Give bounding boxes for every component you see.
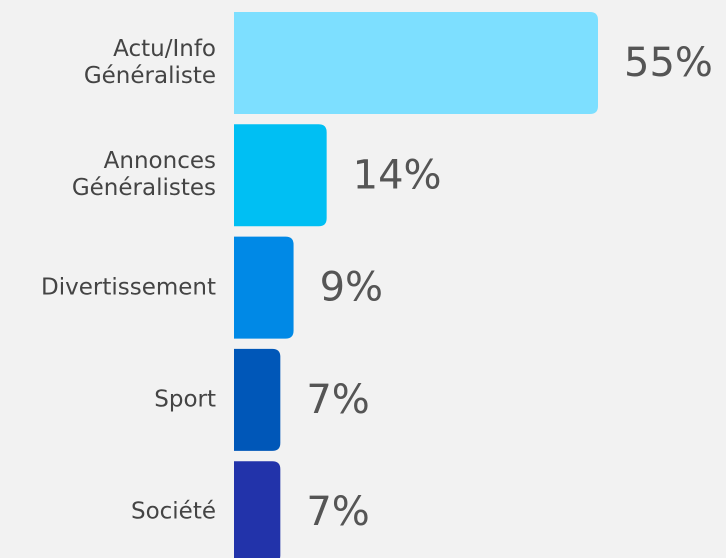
bar [234, 348, 281, 451]
value-label: 55% [624, 40, 713, 86]
value-label: 7% [306, 489, 369, 535]
category-label: Annonces Généralistes [0, 148, 216, 202]
category-label: Société [0, 499, 216, 526]
category-label: Actu/Info Généraliste [0, 36, 216, 90]
value-label: 7% [306, 377, 369, 423]
bar [234, 124, 327, 227]
category-text: Divertissement [41, 274, 216, 301]
bar [234, 12, 598, 114]
category-label: Sport [0, 386, 216, 413]
category-text: Société [130, 498, 216, 525]
category-text: Sport [154, 386, 216, 413]
bar [234, 236, 294, 339]
bar [234, 461, 281, 558]
category-text: Actu/Info Généraliste [83, 36, 216, 89]
category-label: Divertissement [0, 274, 216, 301]
value-label: 14% [353, 152, 442, 198]
value-label: 9% [320, 265, 383, 311]
category-text: Annonces Généralistes [71, 148, 216, 202]
